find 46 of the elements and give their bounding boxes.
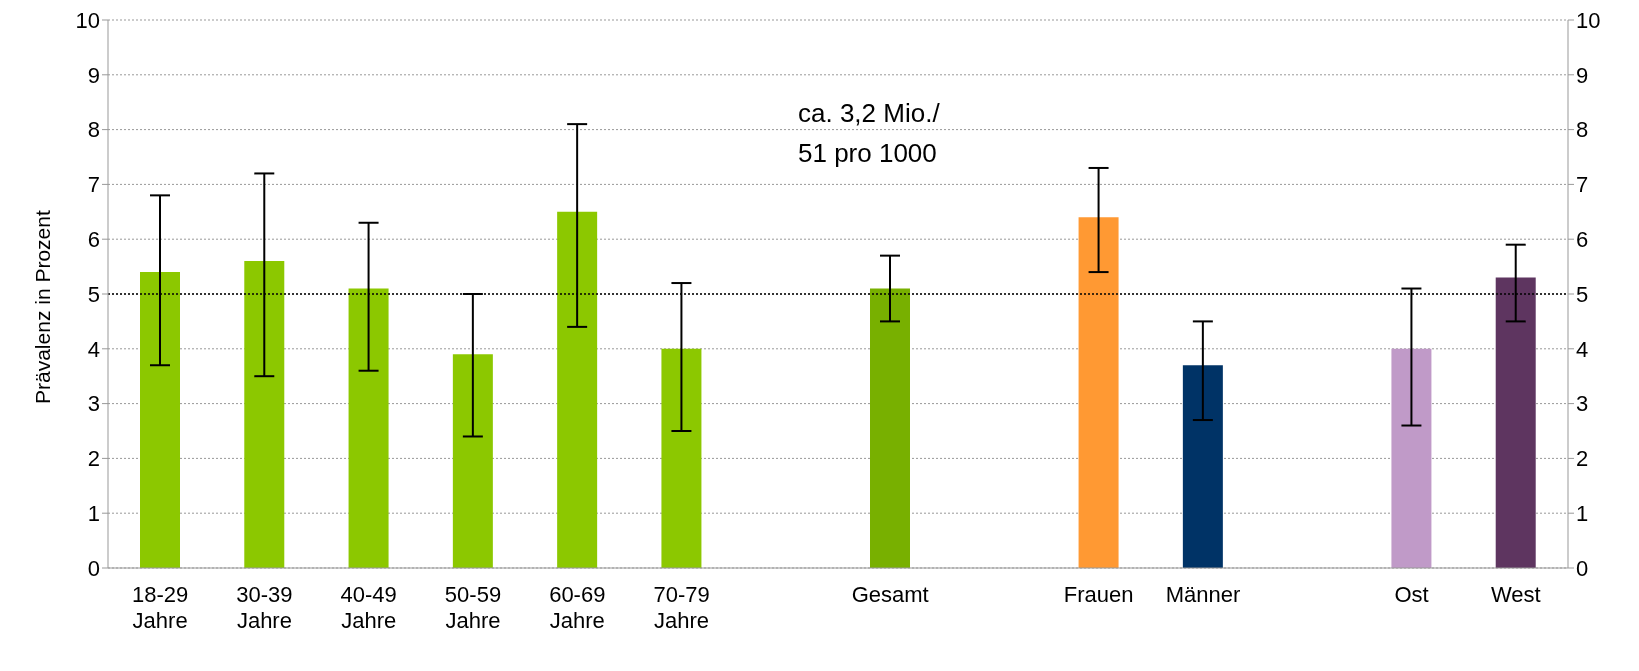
bar [1391, 348, 1432, 568]
bar [661, 348, 702, 568]
y-tick-label: 6 [87, 227, 100, 253]
y-tick-label: 0 [87, 555, 100, 581]
x-tick-label: 30-39 Jahre [236, 582, 293, 633]
y2-tick-label: 9 [1576, 62, 1589, 88]
x-tick-label: 18-29 Jahre [132, 582, 189, 633]
x-tick-label: Männer [1165, 582, 1241, 607]
x-tick-label: West [1491, 582, 1541, 607]
y2-tick-label: 6 [1576, 227, 1589, 253]
y-tick-label: 5 [87, 281, 100, 307]
y-tick-label: 9 [87, 62, 100, 88]
bar [348, 288, 389, 568]
y2-tick-label: 3 [1576, 391, 1589, 417]
x-tick-label: Gesamt [851, 582, 929, 607]
x-tick-label: 70-79 Jahre [653, 582, 710, 633]
y2-tick-label: 10 [1576, 7, 1601, 33]
y2-tick-label: 8 [1576, 117, 1589, 143]
x-tick-label: 40-49 Jahre [340, 582, 397, 633]
y-tick-label: 8 [87, 117, 100, 143]
bar [1078, 217, 1119, 568]
y2-tick-label: 1 [1576, 501, 1589, 527]
bar [140, 272, 180, 568]
y-tick-label: 7 [87, 172, 100, 198]
x-tick-label: 60-69 Jahre [549, 582, 606, 633]
y2-tick-label: 7 [1576, 172, 1589, 198]
bar [452, 354, 493, 568]
y2-tick-label: 5 [1576, 281, 1589, 307]
y-tick-label: 10 [75, 7, 100, 33]
y-tick-label: 2 [87, 446, 100, 472]
y2-tick-label: 2 [1576, 446, 1589, 472]
bar [870, 288, 910, 568]
y2-tick-label: 4 [1576, 336, 1589, 362]
y-axis-title: Prävalenz in Prozent [31, 210, 55, 404]
bar [244, 261, 285, 568]
x-tick-label: 50-59 Jahre [444, 582, 502, 633]
annotation: ca. 3,2 Mio./ 51 pro 1000 [798, 97, 941, 170]
y2-tick-label: 0 [1576, 555, 1589, 581]
bar [1495, 277, 1536, 568]
y-tick-label: 1 [87, 501, 100, 527]
y-tick-label: 3 [87, 391, 100, 417]
bar [1182, 365, 1223, 568]
bar [557, 211, 598, 568]
x-tick-label: Ost [1394, 582, 1429, 607]
x-tick-label: Frauen [1063, 582, 1134, 607]
y-tick-label: 4 [87, 336, 100, 362]
